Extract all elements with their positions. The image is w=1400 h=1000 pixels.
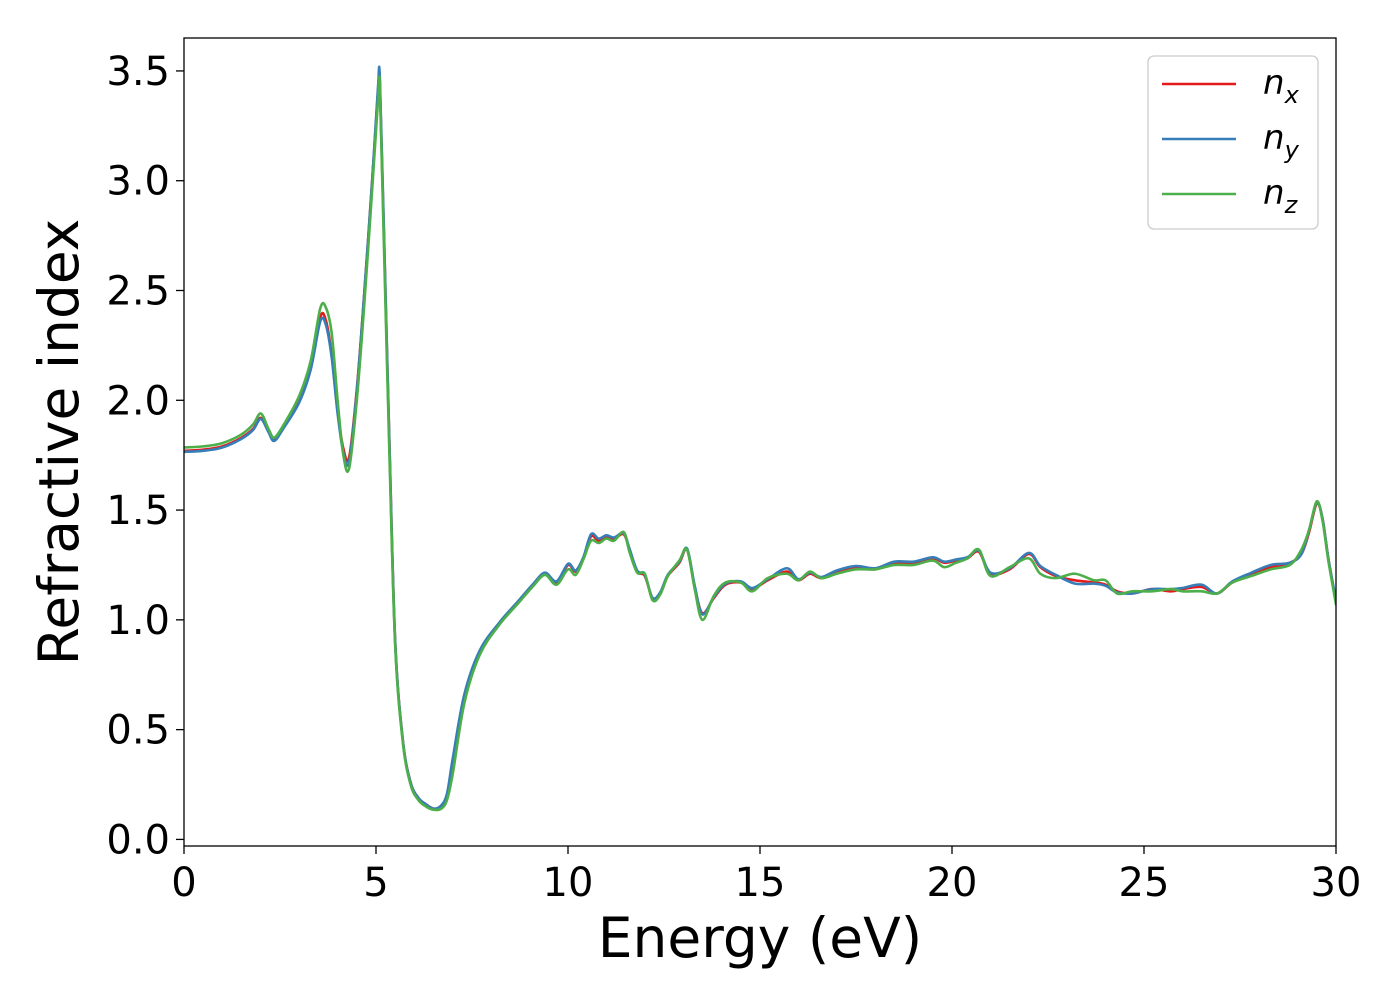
y-tick-label: 3.5 <box>106 49 170 95</box>
x-axis-label: Energy (eV) <box>598 906 922 970</box>
series-line-n-z <box>184 75 1336 812</box>
x-axis-ticks: 0 5 10 15 20 25 30 <box>171 846 1361 906</box>
x-tick-label: 10 <box>543 860 594 906</box>
legend-label-base: n <box>1263 118 1285 158</box>
y-tick-label: 3.0 <box>106 159 170 205</box>
legend-label-n-z: nz <box>1263 173 1299 219</box>
legend-box <box>1147 55 1319 230</box>
y-tick-label: 2.0 <box>106 378 170 424</box>
x-tick-label: 20 <box>927 860 978 906</box>
legend-label-subscript: z <box>1284 191 1299 219</box>
y-tick-label: 1.0 <box>106 598 170 644</box>
x-tick-label: 30 <box>1311 860 1362 906</box>
legend-label-subscript: x <box>1284 81 1300 109</box>
x-tick-label: 5 <box>363 860 388 906</box>
x-tick-label: 0 <box>171 860 196 906</box>
legend-label-base: n <box>1263 63 1285 103</box>
y-tick-label: 0.0 <box>106 817 170 863</box>
series-layer <box>184 65 1336 812</box>
legend-label-n-y: ny <box>1263 118 1300 164</box>
y-axis-ticks: 0.0 0.5 1.0 1.5 2.0 2.5 3.0 3.5 <box>106 49 184 863</box>
y-tick-label: 2.5 <box>106 269 170 315</box>
y-axis-label: Refractive index <box>27 219 91 666</box>
y-tick-label: 1.5 <box>106 488 170 534</box>
legend-label-subscript: y <box>1284 136 1300 164</box>
y-tick-label: 0.5 <box>106 708 170 754</box>
legend-label-base: n <box>1263 173 1285 213</box>
x-tick-label: 25 <box>1119 860 1170 906</box>
legend-label-n-x: nx <box>1263 63 1300 109</box>
x-tick-label: 15 <box>735 860 786 906</box>
